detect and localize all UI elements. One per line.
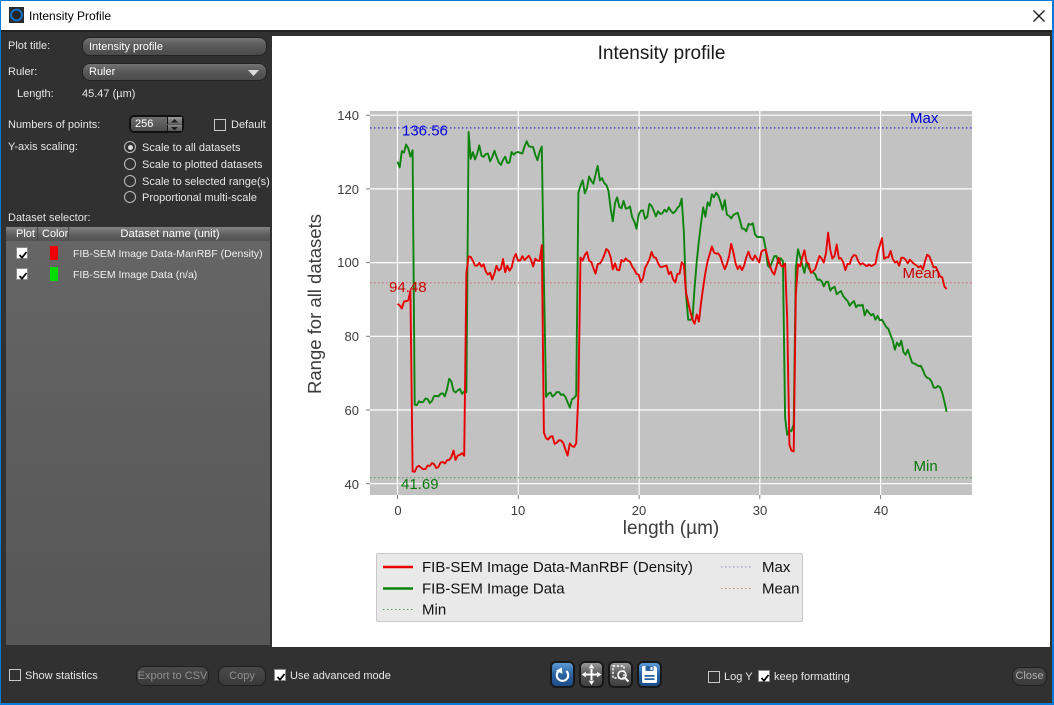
svg-text:Mean: Mean <box>903 265 941 282</box>
svg-text:Max: Max <box>910 111 939 127</box>
svg-text:FIB-SEM Image Data-ManRBF (Den: FIB-SEM Image Data-ManRBF (Density) <box>422 559 693 576</box>
svg-text:136.56: 136.56 <box>402 123 448 140</box>
svg-text:41.69: 41.69 <box>401 476 439 493</box>
svg-text:FIB-SEM Image Data: FIB-SEM Image Data <box>422 581 565 598</box>
svg-text:Min: Min <box>914 458 938 475</box>
svg-text:Max: Max <box>762 559 791 576</box>
svg-text:Mean: Mean <box>762 581 800 598</box>
svg-text:94.48: 94.48 <box>389 279 427 296</box>
svg-text:Min: Min <box>422 602 446 619</box>
